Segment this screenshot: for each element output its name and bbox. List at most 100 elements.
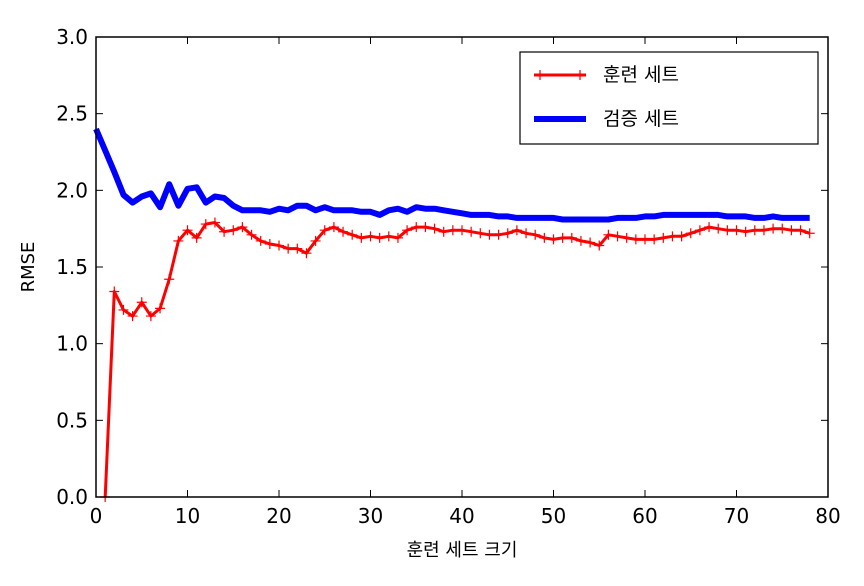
training-point-marker (383, 231, 394, 242)
training-point-marker (612, 231, 623, 242)
x-tick-label: 80 (815, 504, 840, 528)
training-point-marker (310, 235, 321, 246)
training-point-marker (777, 223, 788, 234)
training-point-marker (603, 229, 614, 240)
training-point-marker (704, 222, 715, 233)
training-point-marker (658, 232, 669, 243)
axis-ticks: 0 10 20 30 40 50 60 70 80 0.0 0.5 1.0 1.5 2.0 2.5 3.0 (56, 25, 841, 528)
training-point-marker (164, 274, 175, 285)
training-point-marker (447, 225, 458, 236)
training-point-marker (145, 311, 156, 322)
training-point-marker (786, 225, 797, 236)
training-point-marker (667, 231, 678, 242)
validation-series-line (93, 127, 810, 223)
training-point-marker (740, 226, 751, 237)
y-tick-label: 1.5 (56, 255, 88, 279)
training-point-marker (402, 225, 413, 236)
training-point-marker (127, 311, 138, 322)
training-point-marker (511, 225, 522, 236)
training-point-marker (200, 219, 211, 230)
y-tick-label: 2.5 (56, 102, 88, 126)
training-point-marker (539, 232, 550, 243)
x-tick-label: 10 (175, 504, 200, 528)
y-axis-label: RMSE (18, 242, 39, 293)
training-point-marker (347, 229, 358, 240)
training-point-marker (457, 225, 467, 236)
training-point-marker (649, 234, 660, 245)
training-point-marker (585, 237, 596, 248)
training-point-marker (420, 222, 431, 233)
x-tick-label: 60 (632, 504, 657, 528)
training-point-marker (594, 240, 605, 251)
training-point-marker (548, 234, 559, 245)
training-point-marker (301, 248, 312, 259)
training-point-marker (768, 223, 779, 234)
training-point-marker (118, 304, 129, 315)
training-point-marker (182, 225, 193, 236)
legend: 훈련 세트 검증 세트 (519, 51, 819, 145)
legend-train-marker (535, 70, 545, 80)
training-point-marker (411, 222, 422, 233)
training-point-marker (429, 223, 440, 234)
training-point-marker (722, 225, 733, 236)
training-point-marker (374, 232, 385, 243)
training-point-marker (731, 225, 742, 236)
y-tick-label: 0.5 (56, 408, 88, 432)
training-series-line (103, 221, 811, 498)
x-tick-label: 20 (266, 504, 291, 528)
legend-train-swatch (534, 70, 586, 80)
training-point-marker (328, 222, 339, 233)
training-point-marker (713, 223, 724, 234)
x-tick-label: 70 (724, 504, 749, 528)
training-point-marker (557, 232, 568, 243)
training-point-marker (475, 228, 486, 239)
training-point-marker (219, 226, 230, 237)
legend-validation-label: 검증 세트 (603, 108, 679, 130)
y-tick-label: 2.0 (56, 178, 88, 202)
training-point-marker (640, 234, 650, 245)
training-point-marker (530, 229, 541, 240)
training-point-marker (484, 229, 495, 240)
training-point-marker (795, 225, 806, 236)
training-point-marker (237, 222, 248, 233)
x-tick-label: 50 (541, 504, 566, 528)
training-point-marker (264, 239, 275, 249)
training-point-marker (292, 243, 303, 254)
x-tick-label: 0 (90, 504, 103, 528)
training-point-marker (109, 286, 120, 297)
x-tick-label: 30 (358, 504, 383, 528)
training-point-marker (228, 225, 239, 236)
training-point-marker (493, 229, 504, 240)
training-point-marker (566, 232, 577, 243)
training-point-marker (521, 228, 532, 239)
training-point-marker (338, 226, 349, 237)
training-point-marker (685, 228, 696, 239)
training-point-marker (155, 303, 166, 314)
training-point-marker (438, 226, 449, 237)
training-point-marker (255, 235, 266, 246)
training-point-marker (676, 231, 687, 242)
training-point-marker (694, 225, 705, 236)
y-tick-label: 1.0 (56, 332, 88, 356)
x-tick-label: 40 (449, 504, 474, 528)
training-point-marker (365, 231, 376, 242)
legend-train-marker (575, 70, 585, 80)
legend-train-label: 훈련 세트 (603, 64, 679, 86)
training-point-marker (319, 225, 330, 236)
x-axis-label: 훈련 세트 크기 (407, 540, 518, 561)
training-point-marker (173, 235, 184, 246)
training-point-marker (274, 240, 284, 251)
training-point-marker (246, 229, 257, 240)
training-point-marker (191, 232, 202, 243)
legend-box (519, 51, 819, 145)
training-point-marker (356, 232, 367, 243)
training-point-marker (621, 232, 632, 243)
plot-series (93, 127, 815, 502)
training-point-marker (466, 226, 477, 237)
training-point-marker (502, 228, 513, 239)
training-point-marker (392, 232, 403, 243)
y-tick-label: 0.0 (56, 485, 88, 509)
training-point-marker (758, 225, 769, 236)
training-point-marker (209, 217, 220, 228)
